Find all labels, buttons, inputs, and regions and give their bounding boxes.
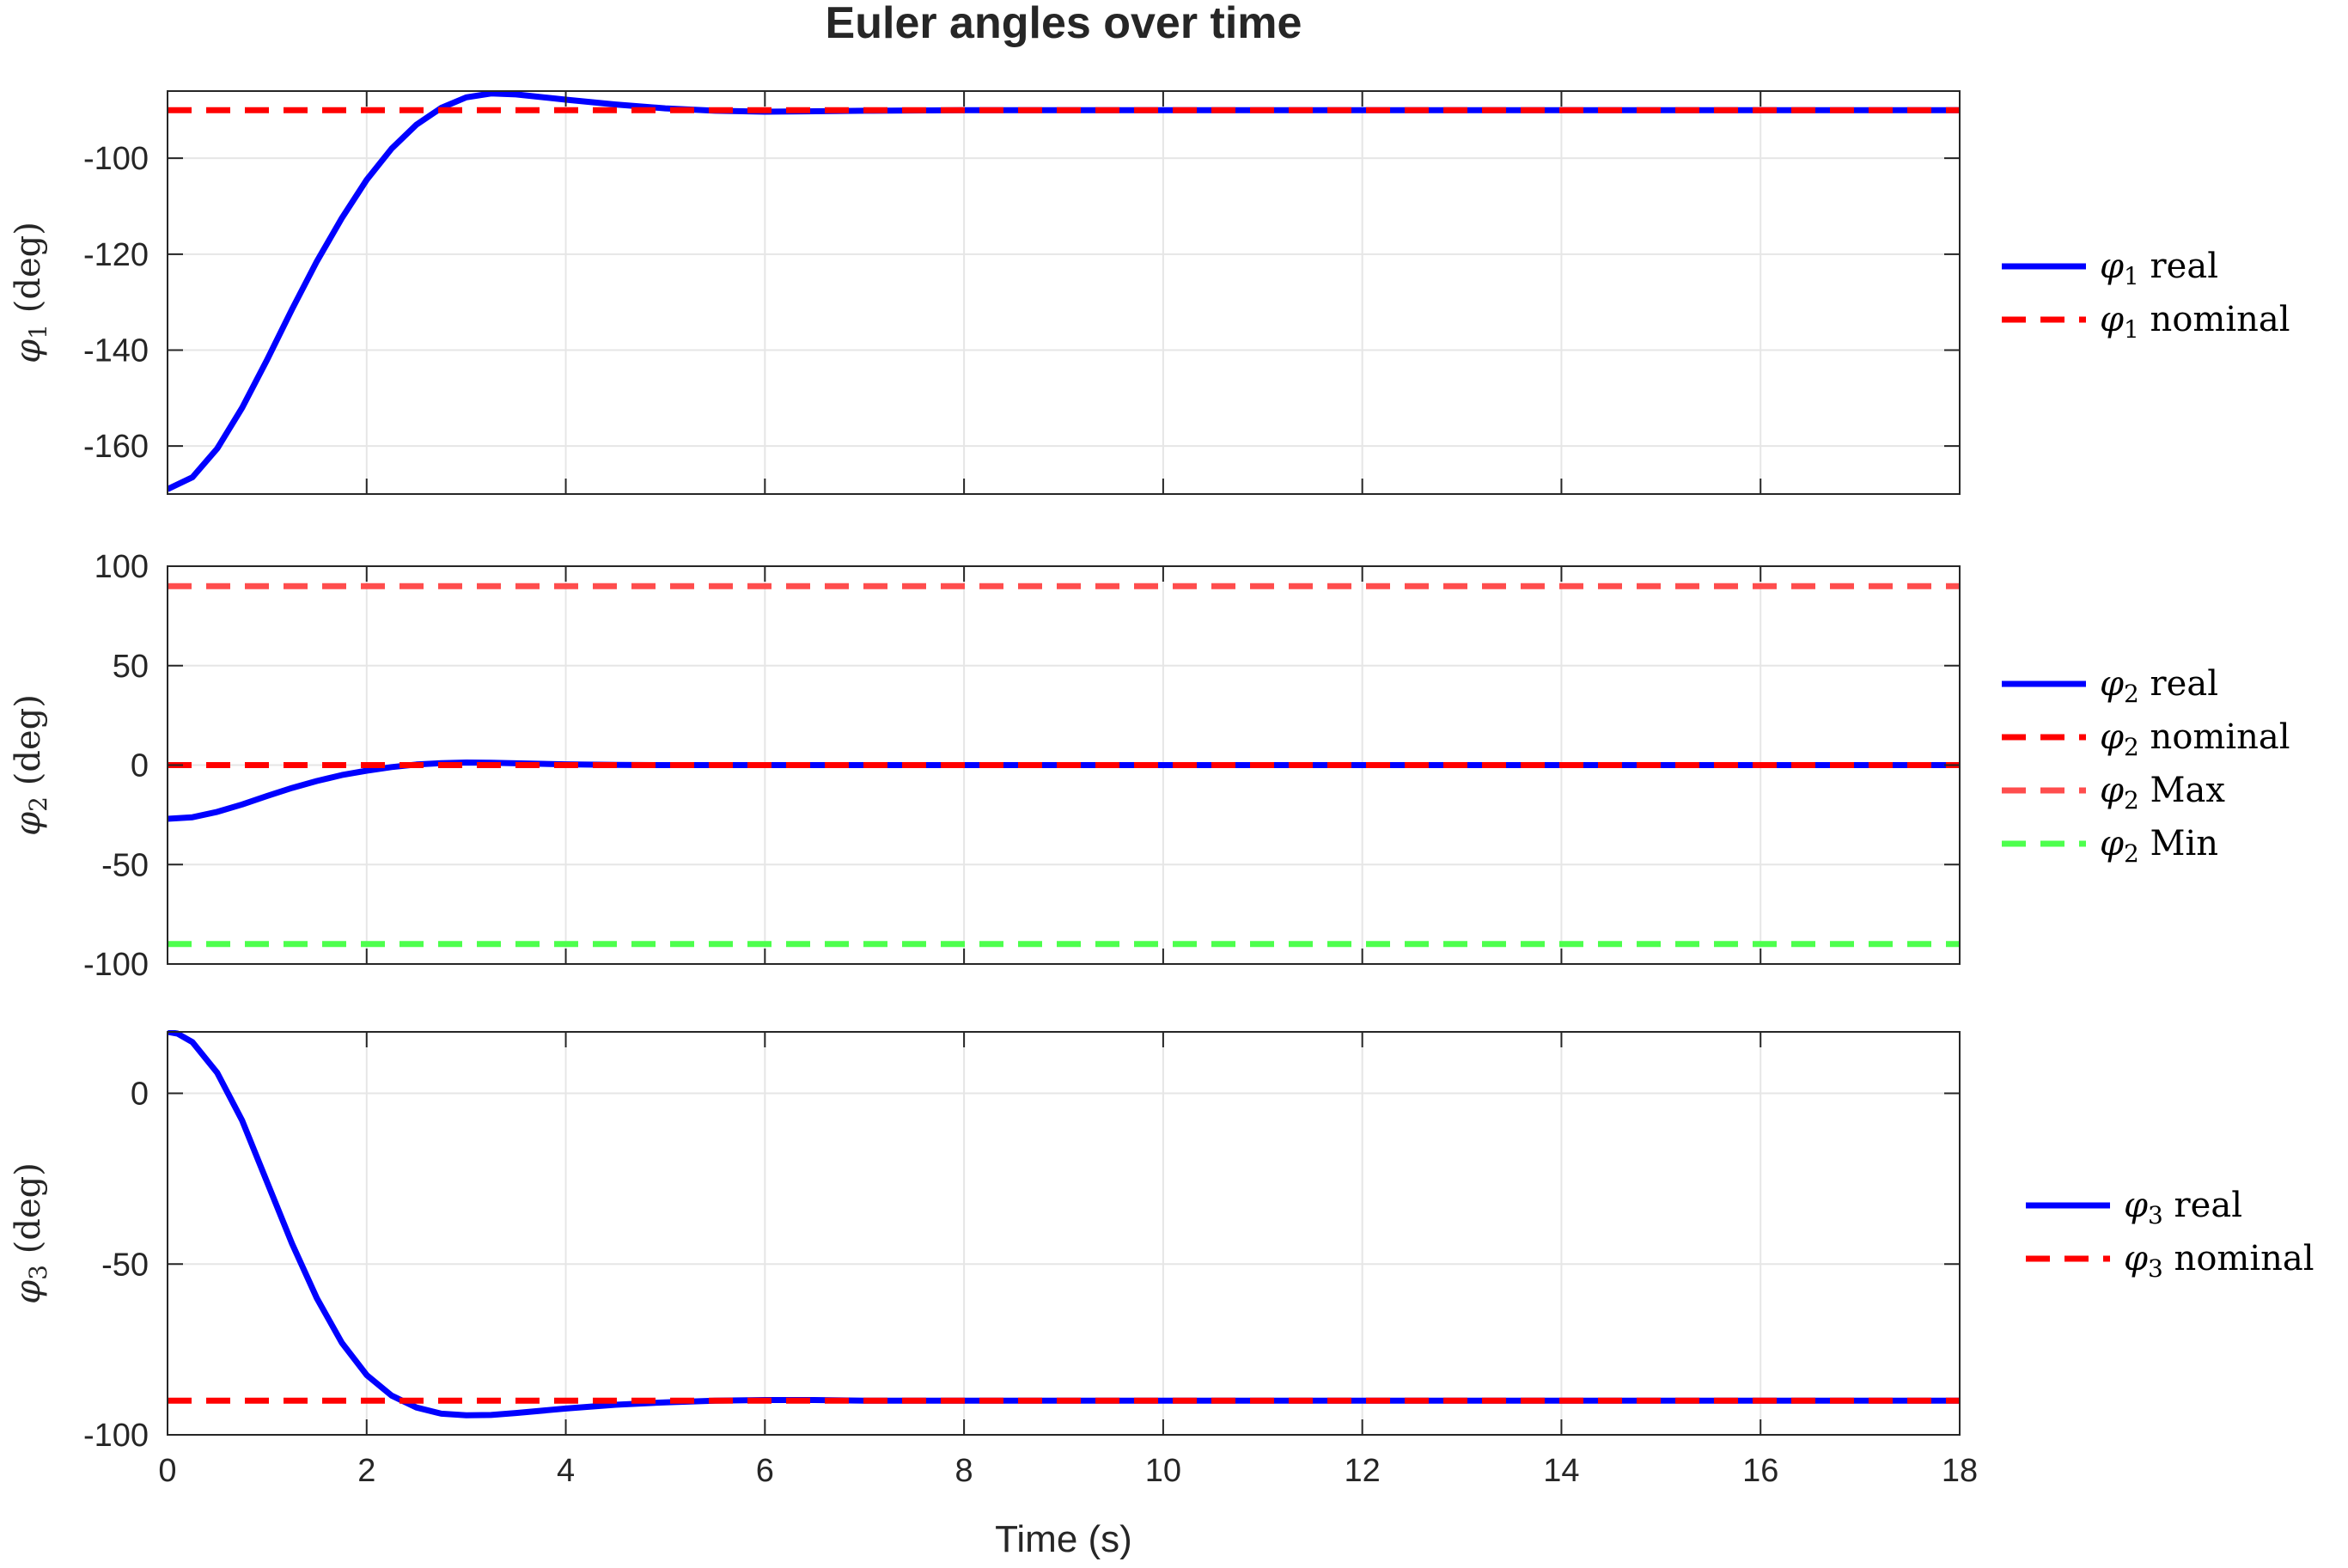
legend-entry: φ2 Max xyxy=(2100,771,2225,815)
y-axis-label: φ3 (deg) xyxy=(9,1162,52,1304)
y-tick-label: 100 xyxy=(95,549,149,585)
axes-box xyxy=(167,90,1961,495)
y-tick-label: -100 xyxy=(83,947,149,983)
x-tick-label: 12 xyxy=(1345,1453,1381,1489)
legend: φ1 real φ1 nominal xyxy=(2002,247,2290,344)
plot-area xyxy=(168,1032,1960,1435)
y-tick-label: 0 xyxy=(131,748,149,784)
x-tick-label: 18 xyxy=(1942,1453,1978,1489)
x-tick-label: 16 xyxy=(1742,1453,1778,1489)
legend-entry: φ1 nominal xyxy=(2100,300,2290,344)
legend: φ2 real φ2 nominal φ2 Max φ2 Min xyxy=(2002,664,2290,868)
subplots: -160 -140 -120 -100 φ1 (deg) φ1 real φ1 nomina… xyxy=(9,90,2314,1489)
y-tick-label: -100 xyxy=(83,141,149,177)
x-tick-label: 2 xyxy=(357,1453,375,1489)
legend-entry: φ2 Min xyxy=(2100,824,2218,868)
x-tick-label: 8 xyxy=(955,1453,973,1489)
y-axis-label: φ1 (deg) xyxy=(9,222,52,363)
y-tick-label: -50 xyxy=(101,1247,149,1283)
y-tick-label: -120 xyxy=(83,237,149,273)
x-tick-label: 0 xyxy=(158,1453,176,1489)
x-tick-label: 10 xyxy=(1145,1453,1181,1489)
subplot-1: -160 -140 -120 -100 φ1 (deg) φ1 real φ1 nomina… xyxy=(9,90,2290,495)
y-tick-label: 50 xyxy=(113,649,149,685)
y-tick-label: -160 xyxy=(83,429,149,465)
axes-box xyxy=(167,1031,1961,1436)
legend-entry: φ2 real xyxy=(2100,664,2218,708)
legend: φ3 real φ3 nominal xyxy=(2026,1186,2314,1283)
y-tick-label: -50 xyxy=(101,847,149,883)
plot-area xyxy=(168,91,1960,494)
y-tick-label: -100 xyxy=(83,1418,149,1454)
x-axis-label: Time (s) xyxy=(995,1518,1132,1560)
y-tick-label: -140 xyxy=(83,333,149,369)
chart-title: Euler angles over time xyxy=(826,0,1302,48)
x-tick-label: 6 xyxy=(756,1453,774,1489)
y-tick-label: 0 xyxy=(131,1077,149,1113)
legend-entry: φ2 nominal xyxy=(2100,717,2290,761)
x-tick-label: 14 xyxy=(1543,1453,1579,1489)
legend-entry: φ3 real xyxy=(2124,1186,2242,1229)
legend-entry: φ1 real xyxy=(2100,247,2218,290)
x-tick-label: 4 xyxy=(557,1453,575,1489)
series-line-real xyxy=(168,760,1960,822)
legend-entry: φ3 nominal xyxy=(2124,1239,2314,1283)
y-axis-label: φ2 (deg) xyxy=(9,694,52,836)
